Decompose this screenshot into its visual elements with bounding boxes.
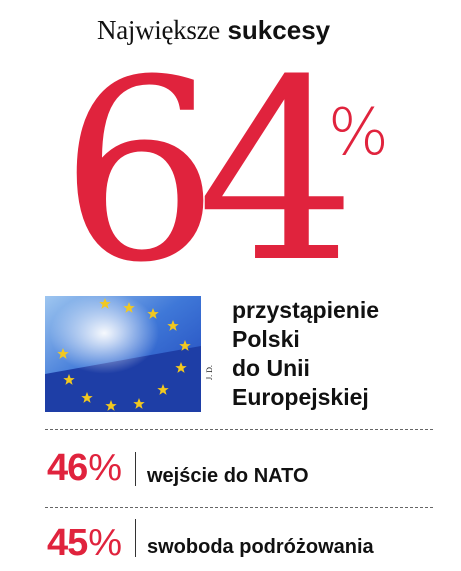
separator-bar [135,519,136,557]
item-1-unit: % [88,447,122,489]
item-2-number: 45 [47,522,88,564]
item-1-label: wejście do NATO [147,465,309,487]
title: Największe sukcesy [97,12,397,48]
headline-description: przystąpienie Polski do Unii Europejskie… [232,296,442,412]
description-line: przystąpienie [232,297,379,323]
headline-unit: % [328,96,389,170]
divider [45,429,433,430]
eu-flag-photo [45,296,201,412]
title-bold: sukcesy [227,15,331,45]
photo-credit: J. D. [205,365,214,380]
separator-bar [135,452,136,486]
title-regular: Największe [97,15,220,45]
description-line: Polski [232,326,300,352]
description-line: do Unii [232,355,310,381]
item-1-number: 46 [47,447,88,489]
item-2-value: 45% [47,521,122,565]
divider [45,507,433,508]
description-line: Europejskiej [232,384,369,410]
headline-value: 64 [60,26,356,317]
item-2-unit: % [88,522,122,564]
item-1-value: 46% [47,446,122,490]
item-2-label: swoboda podróżowania [147,536,374,558]
